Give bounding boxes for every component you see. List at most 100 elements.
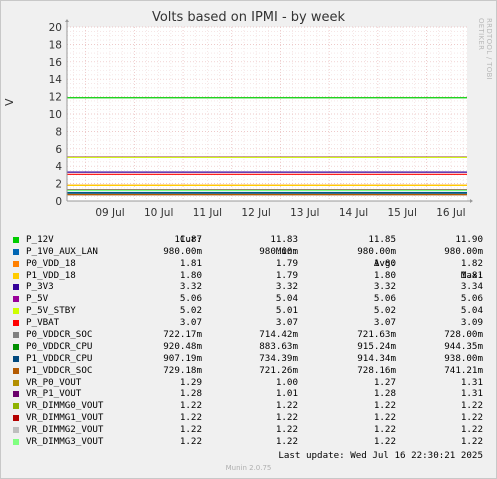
- legend-cur-value: 3.07: [179, 317, 202, 329]
- legend-swatch: [13, 415, 19, 422]
- legend-row: P0_VDDCR_CPU 920.48m 883.63m 915.24m 944.35m: [0, 341, 497, 353]
- legend-avg-value: 914.34m: [357, 352, 396, 364]
- legend-min-value: 1.00: [275, 376, 298, 388]
- y-axis-arrow: [65, 19, 69, 22]
- legend-min-value: 1.01: [275, 388, 298, 400]
- legend-avg-value: 1.80: [373, 257, 396, 269]
- legend-min-value: 11.83: [270, 233, 298, 245]
- legend-max-value: 3.34: [460, 281, 483, 293]
- legend-max-value: 728.00m: [444, 329, 483, 341]
- legend-row: VR_DIMMG0_VOUT 1.22 1.22 1.22 1.22: [0, 400, 497, 412]
- legend-swatch: [13, 320, 19, 327]
- legend-row: P_3V3 3.32 3.32 3.32 3.34: [0, 281, 497, 293]
- legend-cur-value: 1.22: [179, 400, 202, 412]
- y-tick-label: 18: [49, 39, 62, 51]
- legend-row: P_5V_STBY 5.02 5.01 5.02 5.04: [0, 305, 497, 317]
- legend-max-value: 5.04: [460, 305, 483, 317]
- legend-max-value: 980.00m: [444, 245, 483, 257]
- legend-avg-value: 1.22: [373, 400, 396, 412]
- y-tick-label: 6: [55, 144, 62, 156]
- legend-swatch: [13, 355, 19, 362]
- legend-swatch: [13, 296, 19, 303]
- legend-max-value: 1.81: [460, 269, 483, 281]
- legend-series-name: P1_VDD_18: [26, 269, 76, 281]
- col-avg-header: Avg:: [373, 257, 396, 269]
- x-tick-label: 14 Jul: [339, 207, 368, 219]
- y-tick-label: 16: [49, 57, 63, 69]
- legend-swatch: [13, 272, 19, 279]
- legend-swatch: [13, 379, 19, 386]
- legend-swatch: [13, 260, 19, 267]
- legend-series-name: VR_DIMMG3_VOUT: [26, 436, 104, 448]
- legend-series-name: P1_VDDCR_CPU: [26, 352, 93, 364]
- legend-swatch: [13, 427, 19, 434]
- legend-cur-value: 1.22: [179, 424, 202, 436]
- legend-avg-value: 1.28: [373, 388, 396, 400]
- legend-cur-value: 1.81: [179, 257, 202, 269]
- legend-row: VR_P1_VOUT 1.28 1.01 1.28 1.31: [0, 388, 497, 400]
- legend-swatch: [13, 367, 19, 374]
- legend-max-value: 1.22: [460, 412, 483, 424]
- chart-title: Volts based on IPMI - by week: [151, 10, 346, 25]
- legend-row: VR_P0_VOUT 1.29 1.00 1.27 1.31: [0, 377, 497, 389]
- legend-min-value: 5.04: [275, 293, 298, 305]
- legend-row: VR_DIMMG1_VOUT 1.22 1.22 1.22 1.22: [0, 412, 497, 424]
- legend-min-value: 1.22: [275, 412, 298, 424]
- y-tick-label: 20: [49, 22, 62, 34]
- legend-series-name: P_12V: [26, 233, 54, 245]
- col-cur-header: Cur:: [179, 233, 202, 245]
- legend-cur-value: 1.22: [179, 436, 202, 448]
- legend-row: P1_VDDCR_CPU 907.19m 734.39m 914.34m 938.00m: [0, 353, 497, 365]
- legend-avg-value: 728.16m: [357, 364, 396, 376]
- legend-series-name: VR_P1_VOUT: [26, 388, 82, 400]
- legend-cur-value: 1.28: [179, 388, 202, 400]
- x-tick-label: 09 Jul: [95, 207, 124, 219]
- legend-row: P_1V0_AUX_LAN 980.00m 980.00m 980.00m 980.00…: [0, 246, 497, 258]
- legend-avg-value: 1.80: [373, 269, 396, 281]
- legend-series-name: P0_VDDCR_SOC: [26, 329, 93, 341]
- x-tick-label: 13 Jul: [290, 207, 319, 219]
- legend-swatch: [13, 236, 19, 243]
- x-tick-label: 10 Jul: [144, 207, 173, 219]
- legend-max-value: 5.06: [460, 293, 483, 305]
- legend-min-value: 883.63m: [259, 340, 298, 352]
- legend-min-value: 734.39m: [259, 352, 298, 364]
- legend-min-value: 980.00m: [259, 245, 298, 257]
- legend-cur-value: 1.22: [179, 412, 202, 424]
- legend-min-value: 1.22: [275, 400, 298, 412]
- legend-avg-value: 5.02: [373, 305, 396, 317]
- legend-series-name: P_VBAT: [26, 317, 60, 329]
- legend-series-name: VR_DIMMG2_VOUT: [26, 424, 104, 436]
- legend-min-value: 721.26m: [259, 364, 298, 376]
- legend-max-value: 1.31: [460, 388, 483, 400]
- legend-series-name: VR_DIMMG0_VOUT: [26, 400, 104, 412]
- legend-avg-value: 1.22: [373, 424, 396, 436]
- legend-min-value: 1.79: [275, 257, 298, 269]
- legend-series-name: P_5V_STBY: [26, 305, 76, 317]
- legend-min-value: 1.22: [275, 424, 298, 436]
- legend-series-name: VR_DIMMG1_VOUT: [26, 412, 104, 424]
- legend-swatch: [13, 403, 19, 410]
- legend-min-value: 5.01: [275, 305, 298, 317]
- x-tick-label: 12 Jul: [241, 207, 270, 219]
- legend-max-value: 1.22: [460, 400, 483, 412]
- legend-min-value: 3.32: [275, 281, 298, 293]
- legend-max-value: 1.31: [460, 376, 483, 388]
- legend-row: P_5V 5.06 5.04 5.06 5.06: [0, 293, 497, 305]
- y-tick-label: 2: [55, 179, 62, 191]
- col-min-header: Min:: [275, 245, 298, 257]
- y-tick-label: 8: [55, 126, 62, 138]
- legend-min-value: 1.22: [275, 436, 298, 448]
- legend-avg-value: 3.32: [373, 281, 396, 293]
- legend-avg-value: 1.27: [373, 376, 396, 388]
- legend-avg-value: 980.00m: [357, 245, 396, 257]
- legend-avg-value: 11.85: [368, 233, 396, 245]
- legend-min-value: 714.42m: [259, 329, 298, 341]
- x-axis-arrow: [470, 199, 473, 203]
- legend-series-name: P_5V: [26, 293, 49, 305]
- legend-swatch: [13, 391, 19, 398]
- x-tick-label: 16 Jul: [436, 207, 465, 219]
- legend-series-name: P_3V3: [26, 281, 54, 293]
- legend-avg-value: 1.22: [373, 436, 396, 448]
- legend-header: Cur: Min: Avg: Max:: [0, 222, 497, 281]
